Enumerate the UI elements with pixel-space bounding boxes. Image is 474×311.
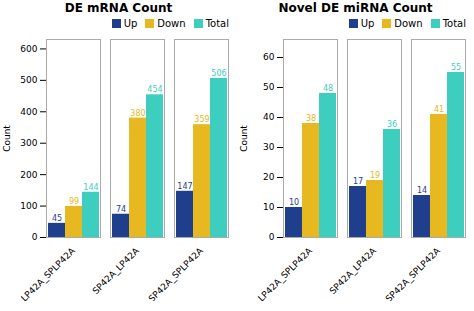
svg-text:45: 45 bbox=[52, 214, 62, 223]
svg-text:147: 147 bbox=[177, 182, 192, 191]
svg-text:17: 17 bbox=[353, 177, 363, 186]
svg-text:400: 400 bbox=[20, 107, 37, 117]
svg-text:48: 48 bbox=[323, 84, 333, 93]
svg-text:99: 99 bbox=[69, 197, 79, 206]
html-text:Novel DE miRNA Count: Novel DE miRNA Count bbox=[278, 1, 433, 15]
svg-text:19: 19 bbox=[370, 171, 380, 180]
svg-text:359: 359 bbox=[194, 115, 209, 124]
svg-text:600: 600 bbox=[20, 44, 37, 54]
svg-text:41: 41 bbox=[434, 105, 444, 114]
svg-text:14: 14 bbox=[417, 186, 427, 195]
svg-text:380: 380 bbox=[130, 109, 145, 118]
svg-text:200: 200 bbox=[20, 170, 37, 180]
svg-text:10: 10 bbox=[263, 202, 275, 212]
svg-text:100: 100 bbox=[20, 201, 37, 211]
svg-text:30: 30 bbox=[263, 142, 275, 152]
html-text:Total: Total bbox=[442, 18, 466, 29]
svg-text:SP42A_SPLP42A: SP42A_SPLP42A bbox=[384, 245, 443, 301]
svg-text:506: 506 bbox=[211, 69, 226, 78]
html-text:Down: Down bbox=[157, 18, 186, 29]
svg-text:0: 0 bbox=[269, 232, 275, 242]
svg-text:Count: Count bbox=[239, 125, 249, 152]
html-text:Up: Up bbox=[123, 18, 138, 29]
svg-text:55: 55 bbox=[451, 63, 461, 72]
svg-text:36: 36 bbox=[387, 120, 397, 129]
svg-text:500: 500 bbox=[20, 75, 37, 85]
svg-text:0: 0 bbox=[32, 232, 38, 242]
svg-text:50: 50 bbox=[263, 82, 275, 92]
svg-text:Count: Count bbox=[2, 125, 12, 152]
html-text:DE mRNA Count: DE mRNA Count bbox=[64, 1, 173, 15]
svg-text:38: 38 bbox=[306, 114, 316, 123]
svg-text:20: 20 bbox=[263, 172, 275, 182]
svg-text:144: 144 bbox=[83, 183, 98, 192]
svg-text:40: 40 bbox=[263, 112, 275, 122]
svg-text:74: 74 bbox=[116, 205, 126, 214]
svg-text:300: 300 bbox=[20, 138, 37, 148]
svg-text:SP42A_LP42A: SP42A_LP42A bbox=[328, 245, 379, 296]
svg-text:LP42A_SPLP42A: LP42A_SPLP42A bbox=[256, 245, 314, 301]
html-text:Down: Down bbox=[394, 18, 423, 29]
svg-text:SP42A_SPLP42A: SP42A_SPLP42A bbox=[147, 245, 206, 301]
svg-text:SP42A_LP42A: SP42A_LP42A bbox=[91, 245, 142, 296]
svg-text:60: 60 bbox=[263, 52, 275, 62]
svg-text:454: 454 bbox=[147, 85, 162, 94]
svg-text:10: 10 bbox=[289, 198, 299, 207]
html-text:Total: Total bbox=[205, 18, 229, 29]
svg-text:LP42A_SPLP42A: LP42A_SPLP42A bbox=[19, 245, 77, 301]
html-text:Up: Up bbox=[360, 18, 375, 29]
